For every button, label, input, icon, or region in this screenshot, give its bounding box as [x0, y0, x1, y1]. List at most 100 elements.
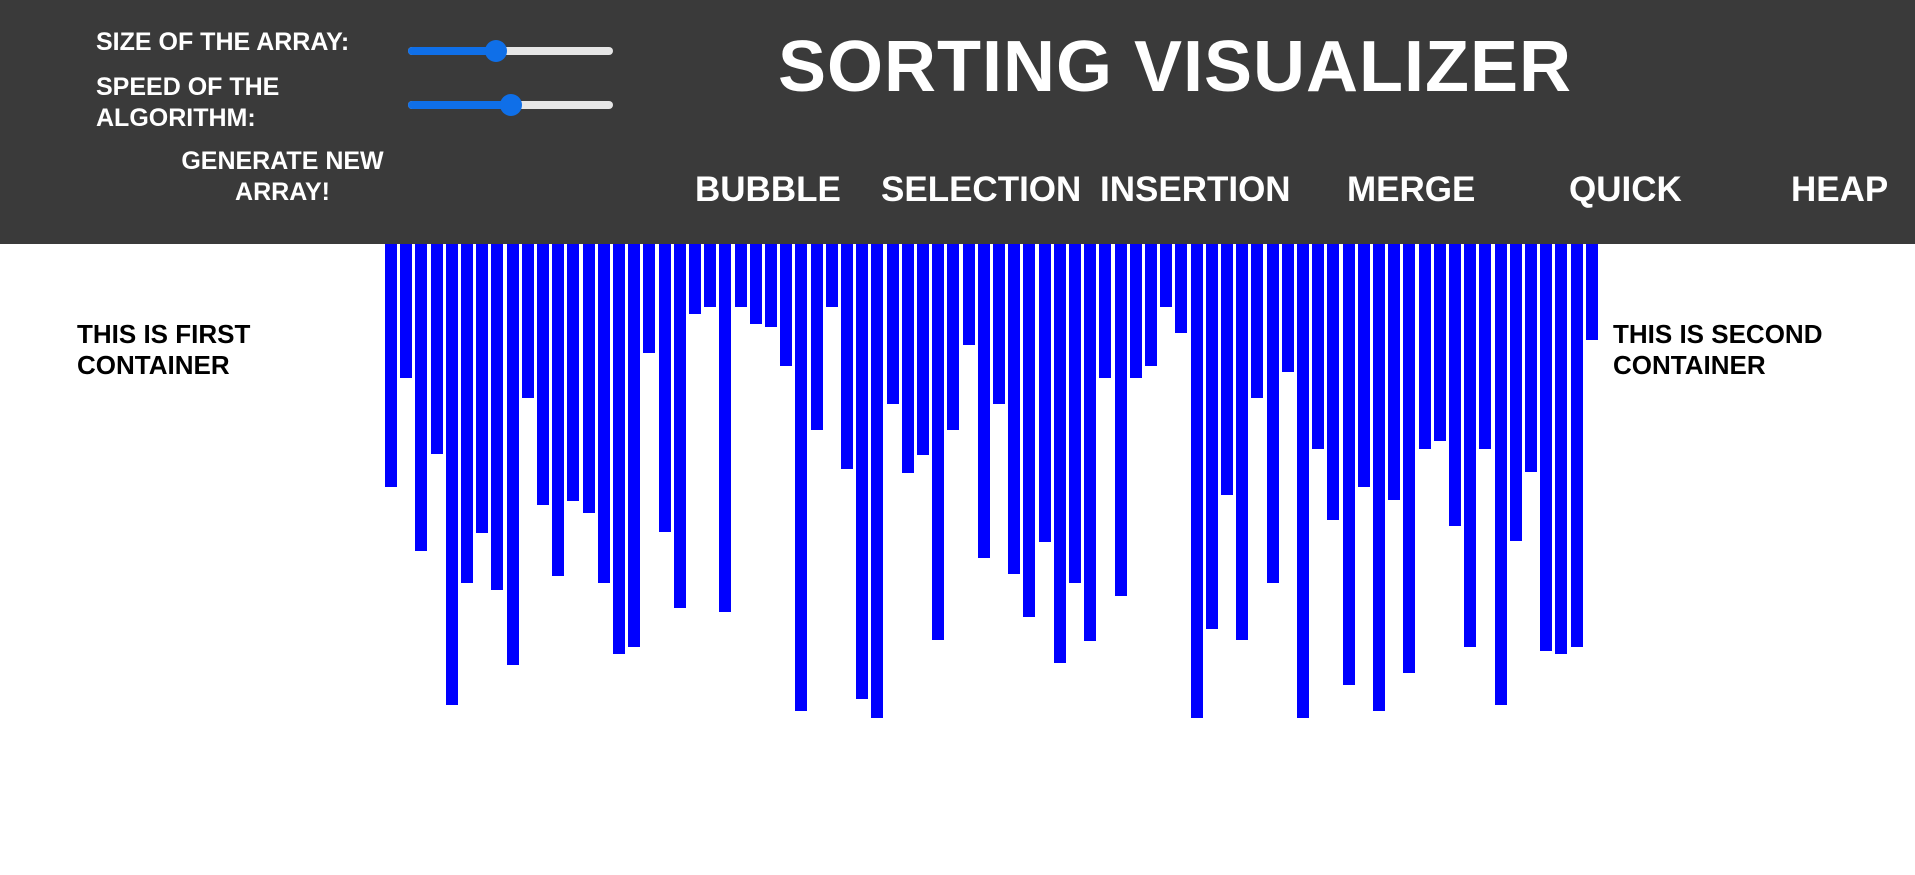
array-bar	[1191, 244, 1203, 718]
array-bar	[993, 244, 1005, 404]
array-bar	[963, 244, 975, 345]
array-bar	[856, 244, 868, 699]
array-bar	[1160, 244, 1172, 307]
array-bar	[1221, 244, 1233, 495]
array-bar	[1449, 244, 1461, 526]
array-bar	[1327, 244, 1339, 520]
array-bar	[567, 244, 579, 501]
array-bar	[841, 244, 853, 469]
array-bar	[1358, 244, 1370, 487]
array-bar	[1510, 244, 1522, 541]
selection-sort-button[interactable]: SELECTION	[881, 170, 1082, 209]
array-bar	[1373, 244, 1385, 711]
array-bar	[1586, 244, 1598, 340]
array-bar	[1008, 244, 1020, 574]
array-bar	[735, 244, 747, 307]
array-bar	[887, 244, 899, 404]
array-bar	[811, 244, 823, 430]
array-bar	[1343, 244, 1355, 685]
array-bar	[385, 244, 397, 487]
array-bar	[446, 244, 458, 705]
array-bar	[1267, 244, 1279, 583]
array-bar	[1099, 244, 1111, 378]
array-bar	[1434, 244, 1446, 441]
array-bar	[1540, 244, 1552, 651]
array-bar	[765, 244, 777, 327]
array-bar	[689, 244, 701, 314]
speed-slider-thumb[interactable]	[500, 94, 522, 116]
speed-slider[interactable]	[408, 90, 613, 120]
quick-sort-button[interactable]: QUICK	[1569, 170, 1682, 209]
array-bar	[1084, 244, 1096, 641]
array-bar	[1282, 244, 1294, 372]
first-container-label: THIS IS FIRST CONTAINER	[77, 319, 251, 380]
array-bar	[628, 244, 640, 647]
array-bar	[704, 244, 716, 307]
array-bar	[1464, 244, 1476, 647]
array-bar	[415, 244, 427, 551]
size-slider-thumb[interactable]	[485, 40, 507, 62]
array-bar	[461, 244, 473, 583]
array-bar	[1175, 244, 1187, 333]
header: SIZE OF THE ARRAY: SPEED OF THE ALGORITH…	[0, 0, 1915, 244]
array-bar	[583, 244, 595, 513]
array-bars	[0, 244, 1915, 744]
array-bar	[902, 244, 914, 473]
array-bar	[537, 244, 549, 505]
speed-label: SPEED OF THE ALGORITHM:	[96, 73, 280, 132]
second-container-label: THIS IS SECOND CONTAINER	[1613, 319, 1823, 380]
array-bar	[1388, 244, 1400, 500]
bubble-sort-button[interactable]: BUBBLE	[695, 170, 841, 209]
array-bar	[780, 244, 792, 366]
size-slider-fill	[408, 47, 496, 55]
array-bar	[1054, 244, 1066, 663]
array-bar	[1297, 244, 1309, 718]
page-title: SORTING VISUALIZER	[777, 27, 1573, 107]
array-bar	[522, 244, 534, 398]
array-bar	[750, 244, 762, 324]
array-bar	[659, 244, 671, 532]
array-bar	[507, 244, 519, 665]
array-bar	[613, 244, 625, 654]
generate-array-button[interactable]: GENERATE NEW ARRAY!	[181, 147, 384, 206]
array-bar	[932, 244, 944, 640]
array-bar	[1145, 244, 1157, 366]
array-bar	[1069, 244, 1081, 583]
array-bar	[826, 244, 838, 307]
array-bar	[978, 244, 990, 558]
array-bar	[598, 244, 610, 583]
array-bar	[431, 244, 443, 454]
size-slider-track	[408, 47, 613, 55]
merge-sort-button[interactable]: MERGE	[1347, 170, 1476, 209]
array-bar	[552, 244, 564, 576]
array-bar	[719, 244, 731, 612]
array-bar	[1571, 244, 1583, 647]
array-bar	[1115, 244, 1127, 596]
insertion-sort-button[interactable]: INSERTION	[1100, 170, 1291, 209]
array-bar	[795, 244, 807, 711]
array-bar	[1312, 244, 1324, 449]
array-bar	[1251, 244, 1263, 398]
array-bar	[476, 244, 488, 533]
array-bar	[1419, 244, 1431, 449]
array-bar	[1525, 244, 1537, 472]
array-bar	[1403, 244, 1415, 673]
array-bar	[1206, 244, 1218, 629]
array-bar	[1495, 244, 1507, 705]
array-bar	[491, 244, 503, 590]
size-label: SIZE OF THE ARRAY:	[96, 28, 350, 56]
array-bar	[871, 244, 883, 718]
heap-sort-button[interactable]: HEAP	[1791, 170, 1889, 209]
array-bar	[1130, 244, 1142, 378]
speed-slider-fill	[408, 101, 511, 109]
array-bar	[1023, 244, 1035, 617]
size-slider[interactable]	[408, 36, 613, 66]
array-bar	[643, 244, 655, 353]
array-bar	[917, 244, 929, 455]
array-bar	[947, 244, 959, 430]
array-bar	[1479, 244, 1491, 449]
array-bar	[400, 244, 412, 378]
array-bar	[1555, 244, 1567, 654]
array-bar	[1236, 244, 1248, 640]
array-bar	[674, 244, 686, 608]
